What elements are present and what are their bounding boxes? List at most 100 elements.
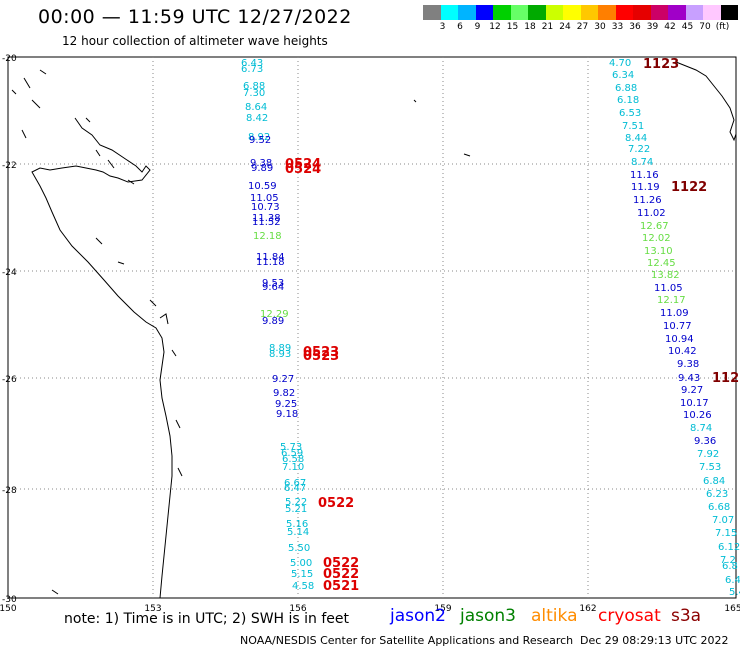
track-a-values: 6.436.736.887.308.648.428.929.529.389.89… [241,58,314,592]
pass-times: 0524052405230523052205220522052111231122… [285,57,739,594]
lon-label: 162 [579,604,596,614]
scale-swatch [598,5,616,20]
wave-value-label: 7.10 [282,462,304,473]
scale-swatch [668,5,686,20]
wave-value-label: 4.58 [292,581,314,592]
lon-label: 150 [0,604,17,614]
scale-swatch [510,5,528,20]
mission-legend-cryosat: cryosat [598,606,661,626]
scale-swatch [703,5,721,20]
wave-value-label: 5.15 [291,569,313,580]
scale-label: 45 [681,22,694,32]
wave-value-label: 9.25 [275,399,297,410]
footnote: note: 1) Time is in UTC; 2) SWH is in fe… [64,611,350,627]
credit: NOAA/NESDIS Center for Satellite Applica… [240,634,574,647]
wave-value-label: 5.22 [285,497,307,508]
wave-value-label: 9.53 [262,278,284,289]
wave-value-label: 8.89 [269,343,291,354]
wave-value-label: 11.52 [252,217,281,228]
wave-value-label: 11.02 [637,208,666,219]
pass-time-label: 0523 [303,349,339,364]
generated-timestamp: Dec 29 08:29:13 UTC 2022 [580,634,729,647]
wave-value-label: 9.38 [677,359,699,370]
scale-swatch [580,5,598,20]
wave-value-label: 9.36 [694,436,716,447]
wave-value-label: 10.17 [680,398,709,409]
wave-value-label: 6.12 [718,542,740,553]
scale-swatch [545,5,563,20]
pass-time-label: 1123 [643,57,679,72]
scale-label: 36 [629,22,641,32]
wave-value-label: 9.89 [262,316,284,327]
wave-value-label: 9.89 [251,163,273,174]
wave-value-label: 8.93 [269,349,291,360]
wave-value-label: 8.64 [245,102,267,113]
wave-value-label: 6.53 [619,108,641,119]
wave-value-label: 11.05 [250,193,279,204]
wave-value-label: 8.74 [690,423,712,434]
coastline-new-caledonia [675,61,737,142]
coastline-fragment [21,129,27,139]
pass-time-label: 0524 [285,162,321,177]
wave-value-label: 9.27 [681,385,703,396]
pass-time-label: 0521 [323,579,359,594]
coastline-fragment [95,149,101,157]
coastline-fragment [117,261,125,265]
wave-value-label: 11.38 [252,213,281,224]
wave-value-label: 6.68 [708,502,730,513]
coastline-fragment [31,99,41,109]
lon-label: 165 [724,604,740,614]
wave-value-label: 10.42 [668,346,697,357]
lat-label: -20 [2,54,17,64]
wave-value-label: 6.23 [706,489,728,500]
coastline-fragment [95,237,103,245]
coastline-fragment [463,153,471,157]
coastline-fragment [159,313,169,325]
scale-swatch [458,5,476,20]
wave-value-label: 12.45 [647,258,676,269]
lon-label: 156 [289,604,306,614]
wave-value-label: 12.17 [657,295,686,306]
wave-value-label: 6.47 [284,483,306,494]
wave-value-label: 12.67 [640,221,669,232]
wave-value-label: 9.64 [262,282,284,293]
wave-value-label: 6.18 [617,95,639,106]
pass-time-label: 0522 [323,567,359,582]
wave-value-label: 8.44 [625,133,647,144]
scale-swatch [493,5,511,20]
wave-value-label: 6.73 [241,64,263,75]
scale-label: 70 [699,22,711,32]
wave-value-label: 5.14 [287,527,309,538]
lat-label: -30 [2,595,17,605]
wave-value-label: 13.82 [651,270,680,281]
scale-swatch [615,5,633,20]
wave-value-label: 6.43 [241,58,263,69]
wave-value-label: 9.18 [276,409,298,420]
pass-time-label: 1122 [671,180,707,195]
wave-value-label: 13.10 [644,246,673,257]
wave-value-label: 9.43 [678,373,700,384]
coastline-fragment [127,179,135,185]
wave-value-label: 7.07 [712,515,734,526]
wave-value-label: 11.26 [633,195,662,206]
coastline-fragment [51,589,59,595]
wave-value-label: 10.73 [251,202,280,213]
wave-value-label: 11.18 [256,257,285,268]
wave-height-color-scale [423,5,738,20]
scale-swatch [650,5,668,20]
scale-swatch [633,5,651,20]
coastline-fragment [175,419,181,429]
scale-swatch [423,5,441,20]
wave-value-label: 6.58 [282,454,304,465]
scale-label: 21 [541,22,554,32]
wave-value-label: 4.70 [609,58,631,69]
scale-label: (ft) [715,22,730,32]
wave-value-label: 8.42 [246,113,268,124]
scale-swatch [440,5,458,20]
scale-label: 9 [474,22,481,32]
scale-label: 39 [646,22,659,32]
mission-legend-s3a: s3a [671,606,702,626]
lon-label: 153 [144,604,161,614]
coastline-fragment [11,89,17,95]
wave-value-label: 6.88 [615,83,637,94]
